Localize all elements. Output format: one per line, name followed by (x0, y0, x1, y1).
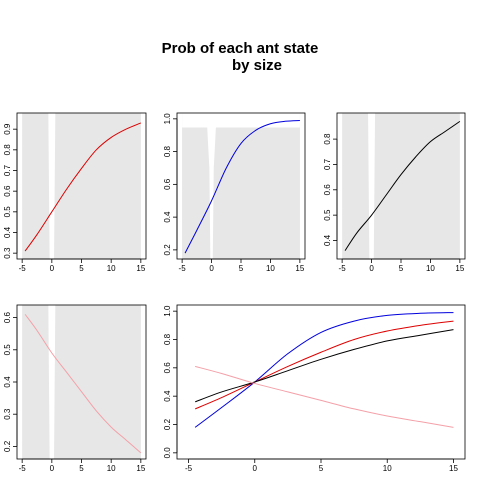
x-tick-label: -5 (185, 464, 193, 473)
plot-frame (176, 304, 466, 460)
x-tick-label: 15 (455, 264, 464, 273)
y-tick-label: 0.5 (323, 209, 332, 221)
x-tick-label: 0 (50, 264, 55, 273)
series-line-2 (194, 320, 454, 410)
x-tick-label: 5 (79, 464, 84, 473)
plot-panel-3: -5 0 5 10 15 0.4 0.5 0.6 0.7 0.8 (323, 112, 466, 273)
y-tick-label: 0.6 (163, 362, 172, 374)
chart-title-line-2: by size (231, 57, 283, 74)
y-tick-label: 0.8 (3, 144, 12, 156)
y-tick-label: 0.4 (3, 226, 12, 238)
y-tick-label: 0.8 (163, 333, 172, 345)
band-gap (368, 113, 376, 259)
x-tick-label: 15 (295, 264, 304, 273)
y-tick-label: 0.6 (323, 184, 332, 196)
x-tick-label: 10 (107, 464, 116, 473)
chart-title: Prob of each ant state by size (0, 40, 480, 74)
shaded-band (22, 113, 141, 259)
plot-panel-5: -5 0 5 10 15 0.0 0.2 0.4 0.6 0.8 1.0 (163, 304, 466, 473)
series-group (184, 119, 300, 254)
series-group (24, 122, 142, 252)
y-tick-label: 0.8 (323, 133, 332, 145)
series-line-1 (24, 314, 142, 454)
x-tick-label: 10 (266, 264, 275, 273)
chart-title-line-1: Prob of each ant state (161, 40, 319, 57)
confidence-band (182, 113, 300, 259)
y-tick-label: 0.4 (163, 390, 172, 402)
x-tick-label: -5 (19, 264, 27, 273)
x-tick-label: 0 (253, 464, 258, 473)
shaded-band (342, 113, 460, 259)
x-tick-label: 10 (426, 264, 435, 273)
x-tick-label: 5 (399, 264, 404, 273)
x-tick-label: 0 (369, 264, 374, 273)
plot-panel-2: -5 0 5 10 15 0.2 0.4 0.6 0.8 1.0 (163, 112, 306, 273)
x-tick-label: -5 (179, 264, 187, 273)
y-tick-label: 0.4 (3, 376, 12, 388)
x-tick-label: 15 (136, 264, 145, 273)
band-gap (48, 113, 56, 259)
y-tick-label: 0.4 (163, 211, 172, 223)
series-line-1 (24, 122, 142, 252)
x-tick-label: 5 (319, 464, 324, 473)
series-line-1 (184, 119, 300, 254)
x-tick-label: 5 (239, 264, 244, 273)
y-tick-label: 0.7 (323, 158, 332, 170)
y-tick-label: 0.2 (163, 244, 172, 256)
x-tick-label: 15 (449, 464, 458, 473)
y-tick-label: 1.0 (163, 305, 172, 317)
y-tick-label: 0.8 (163, 145, 172, 157)
x-tick-label: 15 (136, 464, 145, 473)
series-line-1 (194, 312, 454, 428)
shaded-band (22, 305, 141, 459)
series-group (194, 312, 454, 428)
y-tick-label: 0.6 (163, 178, 172, 190)
x-tick-label: 10 (107, 264, 116, 273)
x-tick-label: -5 (339, 264, 347, 273)
x-tick-label: 0 (209, 264, 214, 273)
y-tick-label: 0.7 (3, 164, 12, 176)
plot-panel-4: -5 0 5 10 15 0.2 0.3 0.4 0.5 0.6 (3, 304, 147, 473)
shaded-band-lower (182, 127, 300, 259)
series-line-1 (344, 120, 461, 251)
series-line-4 (195, 365, 454, 428)
band-gap (48, 305, 56, 459)
y-tick-label: 0.5 (3, 344, 12, 356)
x-tick-label: 0 (50, 464, 55, 473)
y-tick-label: 0.5 (3, 206, 12, 218)
y-tick-label: 1.0 (163, 113, 172, 125)
band-gap (206, 113, 217, 259)
y-tick-label: 0.6 (3, 185, 12, 197)
x-tick-label: 5 (79, 264, 84, 273)
x-tick-label: 10 (383, 464, 392, 473)
y-tick-label: 0.2 (163, 418, 172, 430)
y-tick-label: 0.9 (3, 123, 12, 135)
y-tick-label: 0.2 (3, 440, 12, 452)
series-line-3 (194, 329, 454, 403)
series-group (344, 120, 461, 251)
confidence-band (22, 305, 141, 459)
y-tick-label: 0.6 (3, 311, 12, 323)
y-tick-label: 0.3 (3, 408, 12, 420)
plot-panel-1: -5 0 5 10 15 0.3 0.4 0.5 0.6 0.7 0.8 0.9 (3, 112, 147, 273)
x-tick-label: -5 (19, 464, 27, 473)
band-gap-top (201, 113, 222, 122)
confidence-band (342, 113, 460, 259)
band-top-gap (182, 113, 300, 128)
confidence-band (22, 113, 141, 259)
series-group (24, 314, 142, 454)
y-tick-label: 0.4 (323, 234, 332, 246)
y-tick-label: 0.3 (3, 247, 12, 259)
y-tick-label: 0.0 (163, 447, 172, 459)
